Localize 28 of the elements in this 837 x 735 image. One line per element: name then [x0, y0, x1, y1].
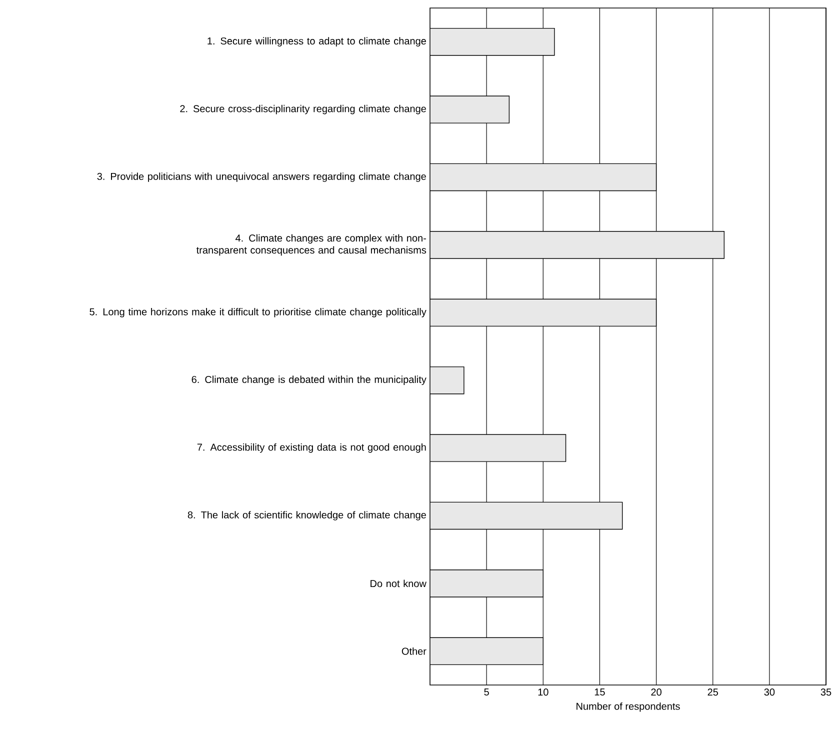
bar	[430, 502, 623, 530]
x-tick-label: 20	[651, 688, 662, 696]
y-tick-label: 4. Climate changes are complex with non-transparent consequences and causal mechanisms	[196, 234, 426, 256]
x-tick-label: 5	[484, 688, 489, 696]
bar	[430, 366, 464, 394]
x-tick-label: 15	[594, 688, 605, 696]
y-tick-label: 8. The lack of scientific knowledge of climate change	[188, 511, 426, 520]
y-tick-label: 7. Accessibility of existing data is not good enough	[197, 443, 426, 453]
bar	[430, 231, 725, 259]
x-tick-label: 35	[820, 688, 832, 696]
x-tick-label: 25	[708, 688, 718, 696]
x-tick-label: 10	[538, 688, 548, 696]
bar	[430, 163, 657, 192]
bar	[430, 28, 555, 56]
y-tick-label: 1. Secure willingness to adapt to climate change	[208, 37, 426, 46]
y-tick-label: Other	[402, 647, 426, 655]
bar	[430, 298, 657, 327]
bar	[430, 637, 544, 666]
bar	[430, 96, 510, 124]
x-tick-label: 30	[764, 688, 775, 696]
bar	[430, 570, 544, 598]
y-tick-label: 6. Climate change is debated within the municipality	[192, 376, 426, 385]
y-tick-label: 2. Secure cross-disciplinarity regarding climate change	[180, 104, 426, 114]
y-tick-label: 5. Long time horizons make it difficult to prioritise climate change politically	[90, 308, 426, 318]
y-tick-label: Do not know	[370, 580, 426, 588]
bar	[430, 434, 566, 462]
y-tick-label: 3. Provide politicians with unequivocal answers regarding climate change	[97, 172, 426, 182]
x-axis-title: Number of respondents	[576, 702, 680, 712]
